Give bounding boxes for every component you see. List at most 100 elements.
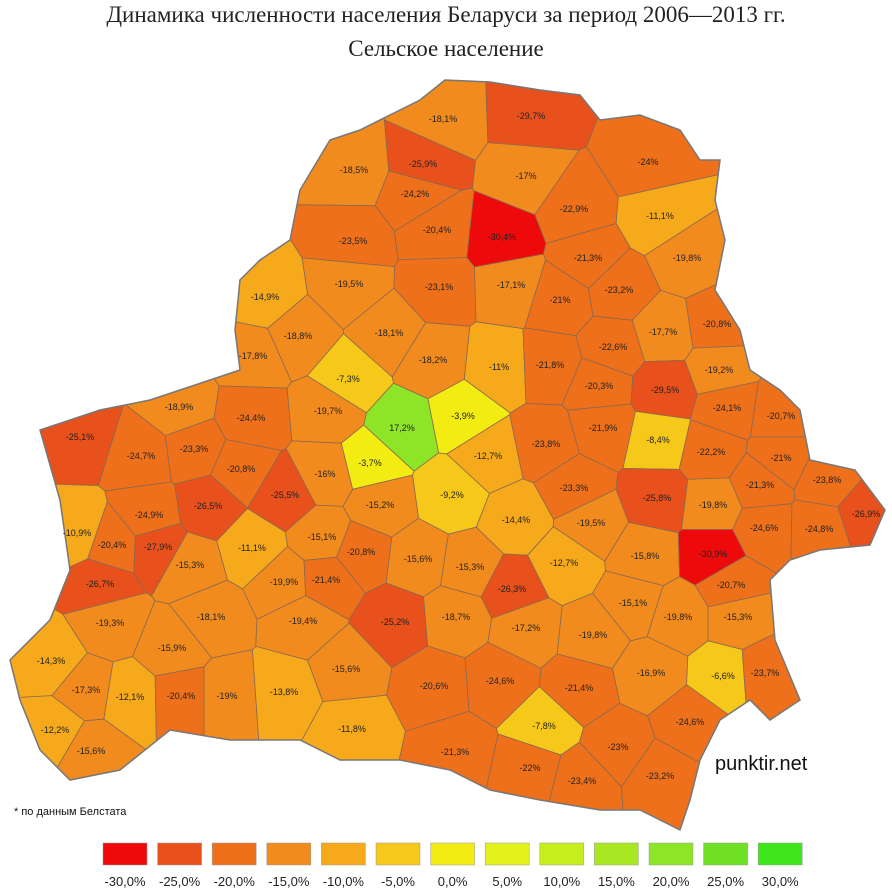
region-label: -20,4% xyxy=(167,691,196,701)
note: * по данным Белстата xyxy=(14,806,127,818)
region-label: -7,3% xyxy=(336,374,360,384)
region-label: -23% xyxy=(607,742,628,752)
region xyxy=(72,234,220,437)
region-label: -18,1% xyxy=(375,328,404,338)
region-label: -18,1% xyxy=(429,114,458,124)
legend-swatch xyxy=(539,842,585,866)
region-label: -9,2% xyxy=(440,490,464,500)
region-label: -15,9% xyxy=(158,643,187,653)
legend-label: -5,0% xyxy=(381,874,415,889)
region-label: -20,8% xyxy=(347,547,376,557)
region-label: -22,9% xyxy=(560,204,589,214)
region-label: -17,7% xyxy=(649,327,678,337)
region-label: -8,4% xyxy=(646,435,670,445)
legend-swatch xyxy=(484,842,530,866)
region-label: -20,4% xyxy=(98,540,127,550)
legend-swatch xyxy=(430,842,475,866)
region xyxy=(585,80,885,198)
region-label: -20,6% xyxy=(420,681,449,691)
region-label: -7,8% xyxy=(532,721,556,731)
region-label: -23,3% xyxy=(560,483,589,493)
region-label: -16% xyxy=(314,469,335,479)
region-label: -24,9% xyxy=(135,510,164,520)
region-label: -20,8% xyxy=(227,464,256,474)
region-label: -15,1% xyxy=(619,598,648,608)
region-label: -21% xyxy=(770,453,791,463)
region-label: -10,9% xyxy=(63,528,92,538)
region-label: -24,6% xyxy=(676,717,705,727)
region-label: -25,5% xyxy=(271,490,300,500)
region-label: -24,6% xyxy=(486,676,515,686)
region-label: -23,1% xyxy=(425,282,454,292)
region-label: -20,7% xyxy=(717,580,746,590)
region-label: -20,8% xyxy=(703,319,732,329)
region-label: -25,8% xyxy=(643,493,672,503)
subtitle: Сельское население xyxy=(348,36,543,61)
region-label: -12,1% xyxy=(116,692,145,702)
region-label: -15,1% xyxy=(308,532,337,542)
region-label: -11,8% xyxy=(338,724,366,734)
region-label: -3,7% xyxy=(358,458,382,468)
legend-label: 5,0% xyxy=(492,874,522,889)
legend-label: 25,0% xyxy=(707,874,744,889)
region-label: -21,8% xyxy=(536,360,565,370)
region xyxy=(60,80,390,207)
region-label: -11,1% xyxy=(238,543,266,553)
legend-swatch xyxy=(648,842,694,866)
region-label: -12,7% xyxy=(550,558,579,568)
region-label: -27,9% xyxy=(144,542,173,552)
region-label: -17,3% xyxy=(72,685,101,695)
region-label: -23,2% xyxy=(646,771,675,781)
legend-label: 20,0% xyxy=(653,874,690,889)
legend-label: 0,0% xyxy=(438,874,468,889)
region-label: -23,7% xyxy=(751,668,780,678)
region-label: -20,7% xyxy=(767,411,796,421)
region-label: -20,4% xyxy=(423,225,452,235)
legend-label: -15,0% xyxy=(268,874,310,889)
legend-swatch xyxy=(266,842,312,866)
region-label: -21,3% xyxy=(441,747,470,757)
region-label: -29,7% xyxy=(517,111,546,121)
region-label: -24,2% xyxy=(401,189,430,199)
region-label: -19,8% xyxy=(664,612,693,622)
legend-swatch xyxy=(211,842,257,866)
region-label: -15,6% xyxy=(404,554,433,564)
region-label: -19,5% xyxy=(335,279,364,289)
region-label: -18,9% xyxy=(165,402,194,412)
region-label: -15,6% xyxy=(77,746,106,756)
region-label: -24,8% xyxy=(805,524,834,534)
region-label: -3,9% xyxy=(451,411,475,421)
region-label: -19,7% xyxy=(314,406,343,416)
legend-label: -25,0% xyxy=(159,874,201,889)
region-label: -20,3% xyxy=(585,381,614,391)
region-label: -21% xyxy=(549,295,570,305)
region-label: -21,3% xyxy=(574,253,603,263)
region-label: -26,9% xyxy=(852,509,881,519)
region-label: -11% xyxy=(489,362,509,372)
region-label: -14,3% xyxy=(37,656,66,666)
region-label: -18,8% xyxy=(284,331,313,341)
region-label: -18,1% xyxy=(197,612,226,622)
region-label: -15,2% xyxy=(366,500,395,510)
region-label: -30,4% xyxy=(488,232,517,242)
title: Динамика численности населения Беларуси … xyxy=(106,2,785,27)
region-label: -23,4% xyxy=(568,776,597,786)
legend-swatch xyxy=(757,842,803,866)
source: punktir.net xyxy=(715,753,808,775)
region-label: -19,8% xyxy=(673,253,702,263)
legend: -30,0% -25,0% -20,0% -15,0% -10,0% -5,0% 0,0% 5… xyxy=(102,842,803,889)
region-label: -26,5% xyxy=(194,501,223,511)
region-label: -18,7% xyxy=(442,612,471,622)
region-label: -24,6% xyxy=(750,523,779,533)
region-label: -19,2% xyxy=(705,365,734,375)
region-label: -22,2% xyxy=(697,447,726,457)
country-border xyxy=(9,79,886,832)
region-label: -15,3% xyxy=(724,612,753,622)
region-label: -23,5% xyxy=(339,236,368,246)
region-label: -19,8% xyxy=(579,630,608,640)
legend-label: -10,0% xyxy=(323,874,365,889)
region-label: -23,8% xyxy=(532,439,561,449)
region-label: -26,7% xyxy=(86,579,115,589)
region-labels: -18,1% -29,7% -18,5% -25,9% -17% -24% -24,2% -2… xyxy=(37,111,881,786)
